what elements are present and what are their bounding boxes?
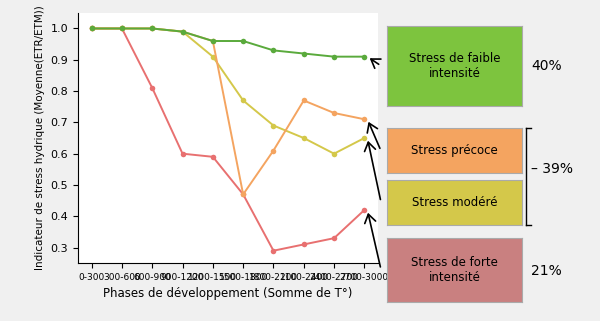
- Y-axis label: Indicateur de stress hydrique (Moyenne(ETR/ETM)): Indicateur de stress hydrique (Moyenne(E…: [35, 6, 45, 270]
- Text: 40%: 40%: [531, 59, 562, 73]
- Text: – 39%: – 39%: [531, 161, 573, 176]
- Text: 21%: 21%: [531, 264, 562, 278]
- Text: Stress précoce: Stress précoce: [411, 144, 498, 157]
- Text: Stress modéré: Stress modéré: [412, 196, 497, 209]
- Text: Stress de forte
intensité: Stress de forte intensité: [411, 256, 498, 284]
- X-axis label: Phases de développement (Somme de T°): Phases de développement (Somme de T°): [103, 288, 353, 300]
- Text: Stress de faible
intensité: Stress de faible intensité: [409, 52, 500, 80]
